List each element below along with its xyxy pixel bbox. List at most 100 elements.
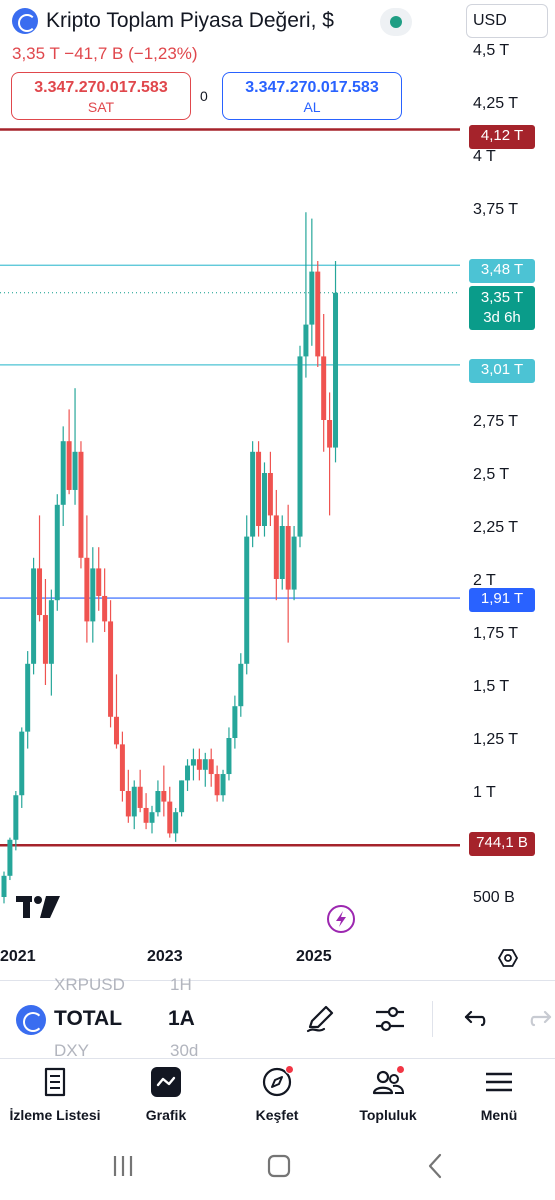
- recent-apps-icon[interactable]: [113, 1156, 133, 1176]
- candle[interactable]: [90, 547, 96, 643]
- candle[interactable]: [315, 261, 321, 367]
- price-chart[interactable]: 4,5 T4,25 T4 T3,75 T3,25 T2,75 T2,5 T2,2…: [0, 0, 555, 975]
- symbol-title-row[interactable]: Kripto Toplam Piyasa Değeri, $: [12, 8, 334, 34]
- candle[interactable]: [273, 489, 279, 601]
- candle-body: [102, 595, 108, 622]
- candle[interactable]: [261, 462, 267, 537]
- candle[interactable]: [220, 769, 226, 802]
- candle-body: [96, 568, 102, 596]
- home-icon[interactable]: [267, 1154, 291, 1178]
- candle[interactable]: [19, 727, 25, 808]
- candle[interactable]: [327, 392, 333, 516]
- candle[interactable]: [309, 218, 315, 346]
- nav-menu[interactable]: Menü: [444, 1065, 554, 1123]
- candle[interactable]: [137, 769, 143, 813]
- candle[interactable]: [279, 515, 285, 590]
- candle[interactable]: [232, 695, 238, 749]
- candle[interactable]: [238, 653, 244, 717]
- candle[interactable]: [244, 515, 250, 675]
- candle[interactable]: [208, 748, 214, 787]
- candle[interactable]: [285, 504, 291, 643]
- sell-button[interactable]: 3.347.270.017.583 SAT: [11, 72, 191, 120]
- price-line-label[interactable]: 3,01 T: [469, 359, 535, 383]
- redo-icon: [530, 1010, 552, 1027]
- candle[interactable]: [54, 494, 60, 611]
- candle[interactable]: [42, 579, 48, 685]
- candle[interactable]: [13, 791, 19, 851]
- candle[interactable]: [143, 793, 149, 830]
- indicators-button[interactable]: [368, 997, 412, 1041]
- lightning-icon[interactable]: [327, 905, 355, 933]
- nav-explore[interactable]: Keşfet: [222, 1065, 332, 1123]
- candle[interactable]: [48, 589, 54, 696]
- candle-body: [261, 473, 267, 526]
- ghost-symbol-top: XRPUSD: [54, 975, 125, 994]
- currency-select[interactable]: USD: [466, 4, 548, 38]
- candle[interactable]: [31, 557, 37, 675]
- undo-button[interactable]: [452, 997, 496, 1041]
- currency-value: USD: [473, 12, 507, 29]
- candle[interactable]: [190, 748, 196, 781]
- price-line-label[interactable]: 3,48 T: [469, 259, 535, 283]
- candle[interactable]: [1, 871, 7, 904]
- candle[interactable]: [102, 568, 108, 632]
- buy-button[interactable]: 3.347.270.017.583 AL: [222, 72, 402, 120]
- candle[interactable]: [7, 837, 13, 881]
- nav-watchlist[interactable]: İzleme Listesi: [0, 1065, 110, 1123]
- candle[interactable]: [173, 807, 179, 842]
- candle[interactable]: [96, 547, 102, 611]
- candle[interactable]: [179, 780, 185, 817]
- candle[interactable]: [214, 765, 220, 802]
- candle-body: [149, 812, 155, 823]
- price-line-label[interactable]: 4,12 T: [469, 125, 535, 149]
- candle[interactable]: [303, 212, 309, 378]
- candle[interactable]: [196, 748, 202, 781]
- chart-settings-icon[interactable]: [497, 949, 519, 967]
- candle[interactable]: [125, 769, 131, 823]
- candle[interactable]: [256, 441, 262, 537]
- candle[interactable]: [333, 261, 339, 463]
- candle[interactable]: [108, 600, 114, 728]
- candle[interactable]: [78, 441, 84, 569]
- candle-body: [250, 451, 256, 537]
- candle-body: [220, 774, 226, 796]
- nav-chart[interactable]: Grafik: [111, 1065, 221, 1123]
- redo-button[interactable]: [520, 997, 555, 1041]
- sliders-icon: [376, 1006, 404, 1032]
- candle[interactable]: [226, 727, 232, 781]
- nav-community[interactable]: Topluluk: [333, 1065, 443, 1123]
- candle[interactable]: [113, 674, 119, 749]
- back-icon[interactable]: [428, 1153, 442, 1179]
- candle[interactable]: [149, 805, 155, 834]
- candle[interactable]: [131, 780, 137, 830]
- symbol-picker[interactable]: TOTAL: [54, 1007, 123, 1030]
- market-status-indicator[interactable]: [380, 8, 412, 36]
- current-price: 3,35 T: [480, 289, 524, 306]
- candle[interactable]: [155, 780, 161, 817]
- interval-picker[interactable]: 1A: [168, 1007, 195, 1030]
- candle[interactable]: [25, 651, 31, 749]
- candle-body: [285, 526, 291, 590]
- candle[interactable]: [66, 409, 72, 495]
- candle[interactable]: [167, 786, 173, 838]
- candle[interactable]: [161, 765, 167, 817]
- candle[interactable]: [72, 388, 78, 505]
- candle[interactable]: [297, 345, 303, 548]
- draw-button[interactable]: [298, 997, 342, 1041]
- candle[interactable]: [291, 526, 297, 601]
- candle[interactable]: [119, 731, 125, 802]
- candle[interactable]: [321, 314, 327, 452]
- candle[interactable]: [60, 426, 66, 526]
- candle[interactable]: [37, 515, 43, 622]
- system-navigation-bar: [0, 1136, 555, 1200]
- candle[interactable]: [202, 752, 208, 787]
- price-line-label[interactable]: 744,1 B: [469, 832, 535, 856]
- candle[interactable]: [267, 451, 273, 526]
- candle-body: [185, 765, 191, 781]
- candle[interactable]: [185, 759, 191, 791]
- candle-body: [54, 504, 60, 601]
- candle[interactable]: [84, 515, 90, 643]
- candle[interactable]: [250, 441, 256, 548]
- y-tick-label: 3,75 T: [473, 201, 518, 218]
- price-line-label[interactable]: 1,91 T: [469, 588, 535, 612]
